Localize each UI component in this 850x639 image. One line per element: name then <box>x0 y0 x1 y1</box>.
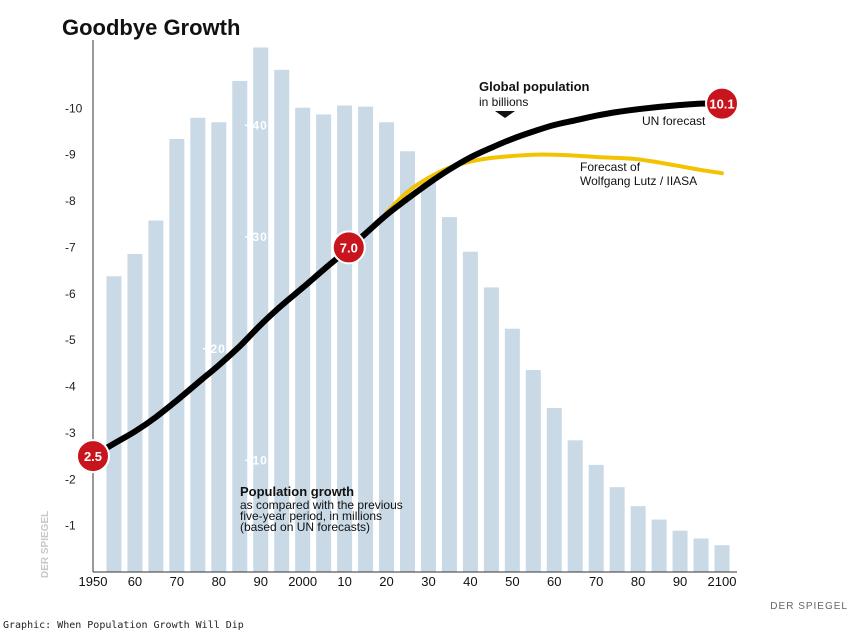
global-population-line <box>90 100 725 460</box>
y-tick-label: -5 <box>65 333 76 347</box>
bar-axis-tick-label: +400 <box>244 119 275 133</box>
bar-axis-ticks: +100 +200 +300 +400 <box>202 119 275 468</box>
bar <box>420 182 436 573</box>
x-tick-label: 70 <box>589 574 603 589</box>
lutz-sublabel: Wolfgang Lutz / IIASA <box>580 174 697 188</box>
series-lines <box>90 100 725 460</box>
caption: Graphic: When Population Growth Will Dip <box>3 620 244 631</box>
bar <box>337 105 353 573</box>
bar <box>714 545 730 572</box>
bar <box>651 519 667 572</box>
bar-axis-tick-label: +200 <box>202 342 233 356</box>
y-tick-label: -9 <box>65 148 76 162</box>
bar <box>169 138 185 572</box>
y-tick-label: -7 <box>65 240 76 254</box>
x-tick-label: 60 <box>128 574 142 589</box>
x-tick-label: 90 <box>253 574 267 589</box>
bar <box>462 251 478 572</box>
bar-axis-tick-label: +300 <box>244 230 275 244</box>
bar <box>441 217 457 572</box>
global-population-sublabel: in billions <box>479 95 528 109</box>
bar <box>316 114 332 572</box>
y-tick-label: -6 <box>65 287 76 301</box>
bar <box>567 440 583 572</box>
bar <box>253 47 269 573</box>
y-tick-label: -10 <box>65 101 83 115</box>
population-growth-label: Population growth <box>240 484 354 499</box>
bar <box>358 106 374 573</box>
bars <box>106 47 730 573</box>
bar <box>211 122 227 572</box>
bar <box>106 276 122 572</box>
bar <box>400 151 415 572</box>
bar <box>504 328 520 572</box>
x-tick-label: 30 <box>421 574 435 589</box>
bar <box>693 538 709 572</box>
lutz-label: Forecast of <box>580 160 641 174</box>
chart-title: Goodbye Growth <box>62 15 240 40</box>
bar <box>630 506 646 572</box>
x-tick-label: 20 <box>379 574 393 589</box>
bar <box>379 122 395 572</box>
credit: DER SPIEGEL <box>770 601 848 612</box>
value-badge-label: 7.0 <box>340 240 358 255</box>
watermark-text: DER SPIEGEL <box>40 511 51 578</box>
bar <box>295 107 311 572</box>
x-tick-label: 70 <box>170 574 184 589</box>
bar <box>609 487 625 572</box>
y-tick-label: -2 <box>65 472 76 486</box>
x-tick-label: 80 <box>212 574 226 589</box>
population-growth-sublabel: (based on UN forecasts) <box>240 520 370 534</box>
bar <box>190 117 206 573</box>
population-growth-sublabel: as compared with the previous <box>240 498 403 512</box>
value-badge-label: 10.1 <box>709 97 734 112</box>
bar <box>588 464 604 572</box>
value-badge <box>331 230 366 265</box>
x-tick-label: 50 <box>505 574 519 589</box>
y-axis-ticks: -1 -2 -3 -4 -5 -6 -7 -8 -9 -10 <box>65 101 83 532</box>
bar <box>232 80 248 573</box>
bar <box>274 69 290 573</box>
value-badges: 2.5 7.0 10.1 <box>76 86 739 474</box>
y-tick-label: -8 <box>65 194 76 208</box>
un-forecast-label: UN forecast <box>642 114 706 128</box>
x-tick-label: 80 <box>631 574 645 589</box>
value-badge <box>76 439 110 474</box>
bar <box>148 220 164 572</box>
bar <box>483 287 499 572</box>
x-tick-label: 10 <box>337 574 351 589</box>
bar <box>127 253 143 572</box>
value-badge <box>705 86 739 121</box>
bar <box>525 370 541 572</box>
x-tick-label: 2000 <box>288 574 317 589</box>
population-growth-sublabel: five-year period, in millions <box>240 509 382 523</box>
x-tick-label: 60 <box>547 574 561 589</box>
value-badge-label: 2.5 <box>84 449 102 464</box>
y-tick-label: -1 <box>65 519 76 533</box>
y-tick-label: -4 <box>65 380 76 394</box>
x-axis-ticks: 1950 60 70 80 90 2000 10 20 30 40 50 60 70 80 90 2100 <box>79 574 737 589</box>
bar <box>672 530 688 572</box>
x-tick-label: 90 <box>673 574 687 589</box>
x-tick-label: 1950 <box>79 574 108 589</box>
pointer-arrow-icon <box>495 111 515 118</box>
x-tick-label: 40 <box>463 574 477 589</box>
x-tick-label: 2100 <box>708 574 737 589</box>
bar-axis-tick-label: +100 <box>244 453 275 467</box>
y-tick-label: -3 <box>65 426 76 440</box>
global-population-label: Global population <box>479 79 590 94</box>
bar <box>546 407 562 572</box>
